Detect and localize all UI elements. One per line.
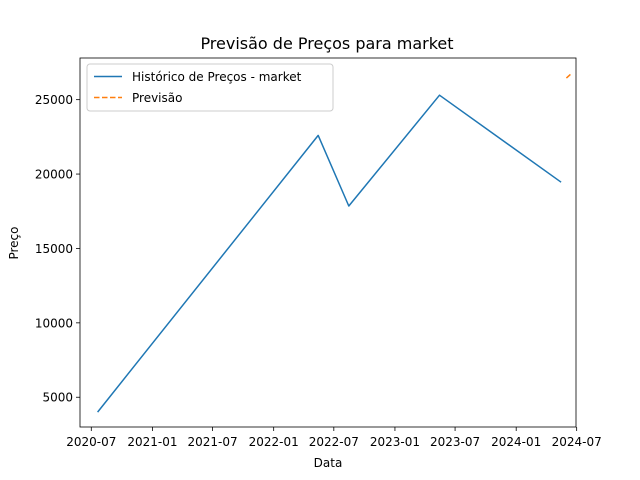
y-axis-label: Preço <box>7 226 21 259</box>
x-tick-label: 2022-01 <box>249 435 299 449</box>
legend-label-previsao: Previsão <box>132 91 182 105</box>
x-tick-label: 2022-07 <box>309 435 359 449</box>
x-tick-label: 2023-01 <box>370 435 420 449</box>
legend-box <box>86 63 334 112</box>
plot-frame <box>79 57 577 428</box>
x-tick-label: 2024-07 <box>552 435 602 449</box>
y-tick-label: 5000 <box>42 391 73 405</box>
x-tick-label: 2021-01 <box>127 435 177 449</box>
plot-area <box>80 58 576 427</box>
series-layer <box>97 73 571 413</box>
legend-label-historico: Histórico de Preços - market <box>132 70 302 84</box>
y-tick-label: 15000 <box>35 242 73 256</box>
x-tick-label: 2023-07 <box>430 435 480 449</box>
series-line-previsao <box>565 73 571 79</box>
y-tick-label: 10000 <box>35 316 73 330</box>
x-axis-label: Data <box>314 456 343 470</box>
y-axis-ticks: 5000 10000 15000 20000 25000 <box>35 93 80 405</box>
x-tick-label: 2024-01 <box>491 435 541 449</box>
x-tick-label: 2020-07 <box>66 435 116 449</box>
x-tick-label: 2021-07 <box>187 435 237 449</box>
x-axis-ticks: 2020-07 2021-01 2021-07 2022-01 2022-07 2023-… <box>66 427 602 449</box>
y-tick-label: 20000 <box>35 168 73 182</box>
chart-title: Previsão de Preços para market <box>200 34 453 53</box>
y-tick-label: 25000 <box>35 93 73 107</box>
series-line-historico <box>97 94 562 413</box>
legend: Histórico de Preços - market Previsão <box>86 63 334 112</box>
